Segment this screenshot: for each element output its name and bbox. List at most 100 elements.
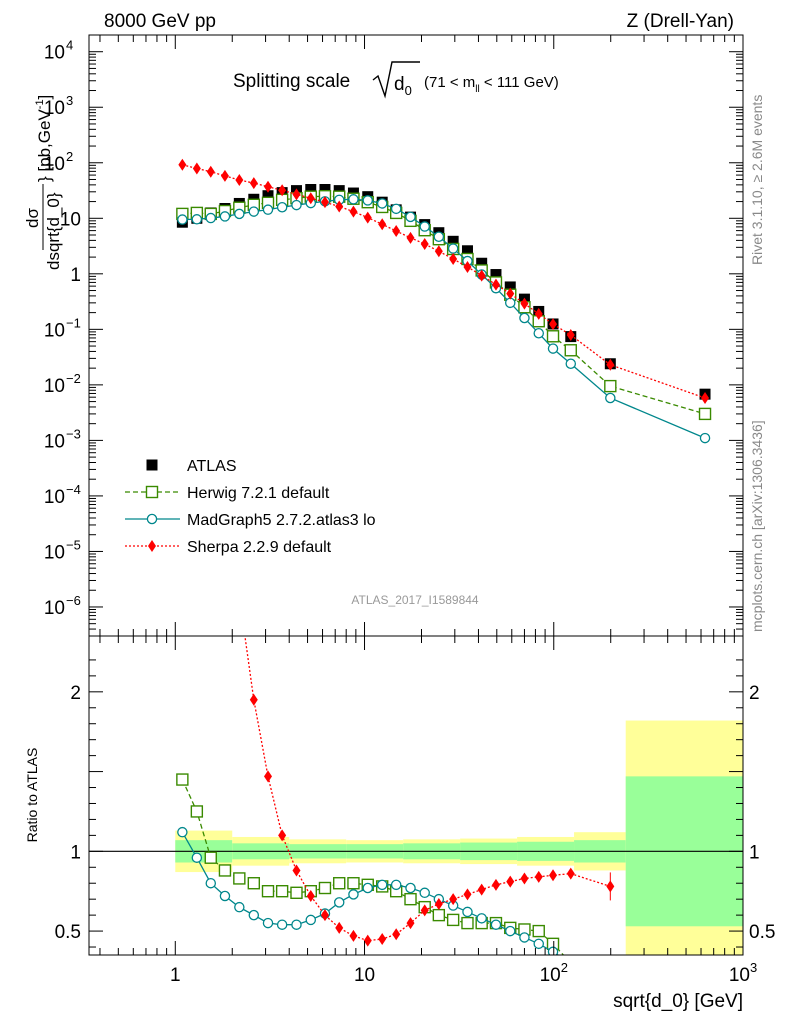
x-tick-label: 103	[729, 960, 757, 986]
ratio-ylabel: Ratio to ATLAS	[24, 748, 40, 843]
legend: ATLAS Herwig 7.2.1 default MadGraph5 2.7.2…	[125, 458, 376, 556]
point-data	[504, 281, 516, 293]
y-tick-exponent: −6	[66, 593, 81, 608]
svg-text:dσ: dσ	[23, 208, 42, 228]
ratio-point-sherpa	[378, 933, 387, 946]
y-tick-exponent: −1	[66, 315, 81, 330]
point-madgraph	[291, 199, 302, 211]
header-energy: 8000 GeV pp	[104, 11, 216, 32]
ratio-point-madgraph	[362, 882, 373, 894]
legend-entry-madgraph: MadGraph5 2.7.2.atlas3 lo	[125, 512, 376, 529]
point-sherpa	[392, 225, 401, 238]
ratio-point-sherpa	[320, 909, 329, 922]
series-data	[176, 183, 711, 400]
ratio-point-sherpa	[235, 590, 243, 602]
y-tick-label: 1	[70, 265, 81, 286]
series-herwig	[176, 189, 712, 421]
legend-marker-sherpa	[148, 540, 156, 552]
point-madgraph	[191, 214, 203, 225]
y-tick-exponent: 4	[66, 38, 73, 53]
point-herwig	[564, 344, 577, 357]
legend-marker-herwig	[145, 485, 159, 499]
series-sherpa	[178, 158, 710, 405]
title-range-a: (71 < m	[424, 74, 475, 91]
point-sherpa	[192, 162, 201, 175]
point-sherpa	[320, 196, 329, 209]
ratio-point-sherpa	[207, 112, 215, 124]
legend-marker-data	[146, 459, 158, 471]
point-data	[447, 235, 459, 247]
ratio-point-sherpa	[449, 893, 458, 906]
ratio-point-madgraph	[533, 938, 544, 950]
ratio-point-sherpa	[491, 878, 500, 891]
plot-title: Splitting scale d0 (71 < mll < 111 GeV)	[233, 61, 559, 99]
svg-text:} [pb,GeV-1]: } [pb,GeV-1]	[34, 95, 54, 182]
legend-entry-data: ATLAS	[146, 458, 237, 475]
point-data	[319, 183, 331, 195]
point-sherpa	[220, 169, 229, 182]
point-sherpa	[278, 184, 287, 197]
y-tick-label: 10	[44, 98, 65, 119]
header-process: Z (Drell-Yan)	[627, 11, 734, 32]
ratio-series-madgraph	[177, 826, 560, 955]
ratio-point-madgraph	[476, 913, 487, 924]
ratio-point-herwig	[446, 913, 460, 927]
point-madgraph	[362, 195, 373, 206]
point-sherpa	[206, 165, 215, 178]
ratio-point-herwig	[233, 872, 246, 885]
ratio-point-sherpa	[249, 693, 258, 706]
x-tick-label: 10	[354, 965, 375, 986]
y-tick-label: 10	[60, 209, 81, 230]
ratio-point-madgraph	[505, 925, 516, 937]
ratio-point-sherpa	[306, 889, 315, 902]
point-sherpa	[178, 158, 187, 171]
ratio-point-madgraph	[547, 946, 559, 955]
point-sherpa	[549, 318, 558, 331]
main-ylabel: dσ dsqrt{d_0} } [pb,GeV-1]	[23, 95, 63, 270]
point-madgraph	[533, 328, 544, 339]
y-tick-label: 10	[44, 320, 65, 341]
ratio-point-herwig	[461, 916, 474, 930]
point-madgraph	[519, 312, 530, 324]
point-madgraph	[177, 214, 188, 225]
point-sherpa	[264, 180, 273, 193]
main-series-layer	[176, 158, 712, 444]
point-data	[305, 183, 317, 195]
point-sherpa	[491, 278, 500, 291]
ratio-point-herwig	[347, 877, 360, 890]
y-tick-exponent: 3	[66, 93, 73, 108]
y-tick-label: 10	[44, 487, 65, 508]
point-madgraph	[276, 202, 288, 213]
point-madgraph	[433, 231, 445, 243]
legend-label: MadGraph5 2.7.2.atlas3 lo	[187, 512, 376, 529]
ratio-series-sherpa	[207, 112, 615, 947]
title-range: (71 < mll < 111 GeV)	[424, 74, 559, 95]
point-madgraph	[547, 343, 559, 354]
point-sherpa	[235, 173, 244, 186]
ratio-uncertainty-bands	[89, 720, 743, 955]
ratio-y-tick-label: 1	[70, 842, 81, 863]
point-madgraph	[699, 432, 711, 444]
point-sherpa	[534, 307, 543, 320]
point-sherpa	[249, 177, 258, 190]
ratio-y-tick-label-right: 0.5	[749, 922, 775, 943]
point-herwig	[604, 379, 617, 393]
ratio-point-herwig	[290, 886, 303, 899]
ratio-point-sherpa	[363, 934, 372, 947]
point-data	[461, 245, 473, 257]
point-madgraph	[205, 212, 217, 224]
point-sherpa	[420, 237, 429, 250]
point-sherpa	[606, 358, 615, 371]
point-sherpa	[292, 188, 301, 201]
x-tick-label: 1	[170, 965, 181, 986]
ratio-point-sherpa	[549, 869, 558, 882]
point-sherpa	[520, 297, 529, 310]
point-data	[262, 190, 274, 202]
point-madgraph	[505, 297, 516, 309]
y-tick-label: 10	[44, 542, 65, 563]
ratio-point-herwig	[333, 877, 346, 890]
point-sherpa	[306, 192, 315, 205]
ratio-point-sherpa	[463, 888, 472, 901]
ratio-point-madgraph	[234, 901, 245, 913]
ratio-point-sherpa	[434, 897, 443, 910]
